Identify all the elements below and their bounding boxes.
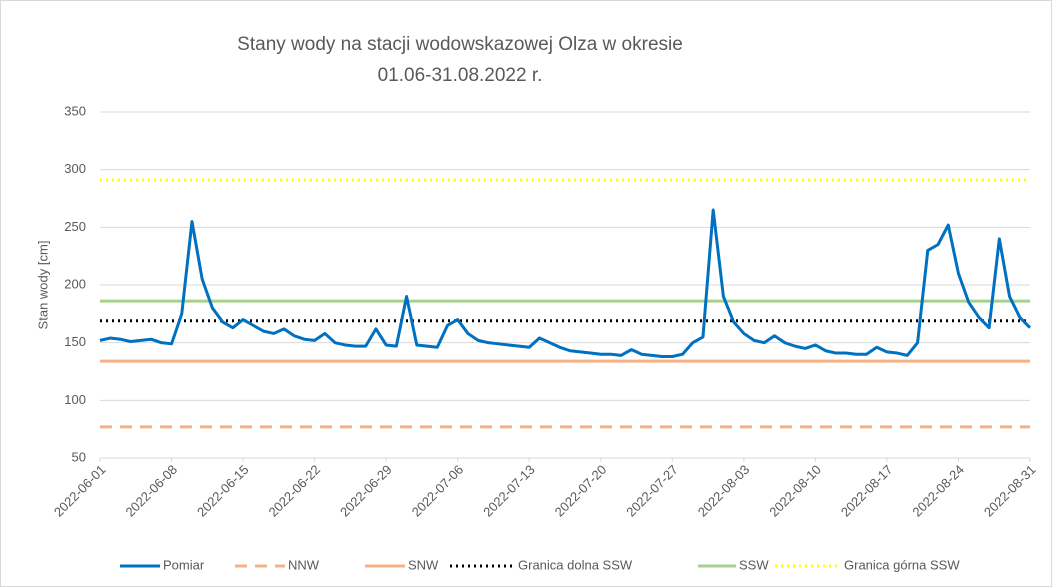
y-tick-label: 200	[64, 276, 86, 291]
data-line	[99, 208, 1032, 359]
legend-label: NNW	[288, 557, 320, 572]
y-tick-label: 300	[64, 161, 86, 176]
legend-label: Granica górna SSW	[844, 557, 960, 572]
legend-label: SNW	[408, 557, 439, 572]
y-tick-label: 100	[64, 392, 86, 407]
y-tick-label: 150	[64, 334, 86, 349]
chart-title: 01.06-31.08.2022 r.	[378, 65, 543, 86]
y-tick-label: 350	[64, 103, 86, 118]
chart-title: Stany wody na stacji wodowskazowej Olza …	[237, 34, 683, 55]
y-axis-label: Stan wody [cm]	[35, 241, 50, 330]
legend-label: Granica dolna SSW	[518, 557, 633, 572]
legend-label: Pomiar	[163, 557, 205, 572]
y-tick-label: 250	[64, 219, 86, 234]
y-tick-label: 50	[72, 449, 86, 464]
legend-label: SSW	[739, 557, 769, 572]
